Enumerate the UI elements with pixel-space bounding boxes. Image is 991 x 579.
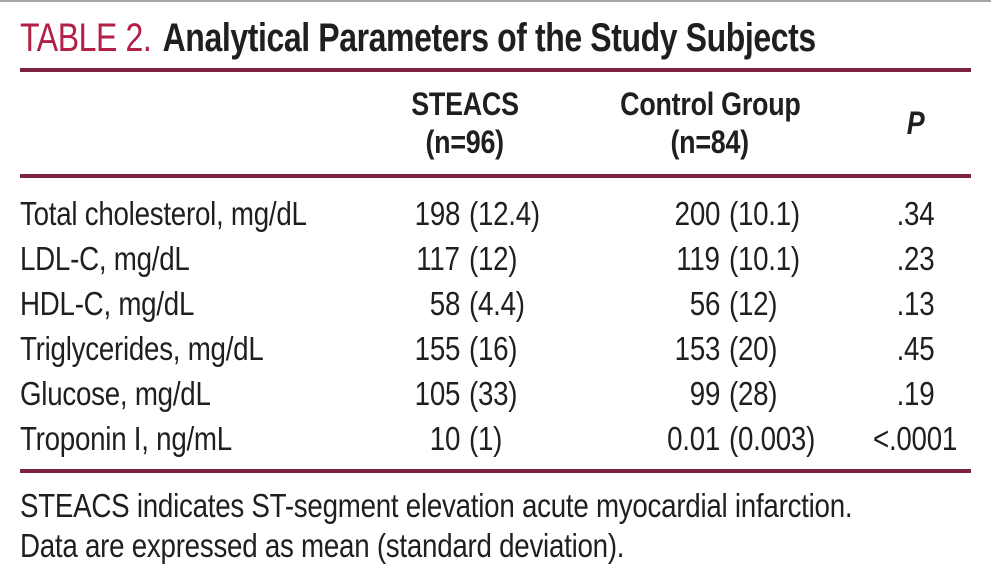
steacs-sd: (16) xyxy=(469,330,518,367)
column-header-row: STEACS (n=96) Control Group (n=84) P xyxy=(20,72,971,174)
control-value-cell: 99 (28) xyxy=(560,371,860,416)
footnote-data-format: Data are expressed as mean (standard dev… xyxy=(20,527,625,564)
steacs-sd: (4.4) xyxy=(469,285,525,322)
table-row: Troponin I, ng/mL 10 (1) 0.01 (0.003) <.… xyxy=(20,416,971,461)
control-sd: (10.1) xyxy=(729,195,800,232)
control-value-cell: 153 (20) xyxy=(560,326,860,371)
control-mean: 119 xyxy=(676,240,721,277)
table-row: LDL-C, mg/dL 117 (12) 119 (10.1) .23 xyxy=(20,236,971,281)
table-number-label: TABLE 2. xyxy=(20,16,152,60)
steacs-mean: 155 xyxy=(414,330,460,367)
control-sd: (20) xyxy=(729,330,778,367)
bottom-rule xyxy=(20,469,971,473)
row-label: Troponin I, ng/mL xyxy=(20,420,232,457)
control-value-cell: 119 (10.1) xyxy=(560,236,860,281)
col-header-empty xyxy=(20,85,370,161)
table-row: HDL-C, mg/dL 58 (4.4) 56 (12) .13 xyxy=(20,281,971,326)
row-label: Total cholesterol, mg/dL xyxy=(20,195,307,232)
control-value-cell: 200 (10.1) xyxy=(560,191,860,236)
control-mean: 56 xyxy=(689,285,721,322)
steacs-sd: (1) xyxy=(469,420,503,457)
steacs-sd: (33) xyxy=(469,375,518,412)
col-header-steacs: STEACS (n=96) xyxy=(370,85,560,161)
table-row: Total cholesterol, mg/dL 198 (12.4) 200 … xyxy=(20,191,971,236)
steacs-value-cell: 117 (12) xyxy=(370,236,560,281)
col-header-control: Control Group (n=84) xyxy=(560,85,860,161)
col-header-control-line1: Control Group xyxy=(619,86,801,122)
steacs-value-cell: 10 (1) xyxy=(370,416,560,461)
control-mean: 153 xyxy=(674,330,720,367)
row-label: Triglycerides, mg/dL xyxy=(20,330,264,367)
col-header-p: P xyxy=(906,104,925,141)
steacs-value-cell: 58 (4.4) xyxy=(370,281,560,326)
table-row: Triglycerides, mg/dL 155 (16) 153 (20) .… xyxy=(20,326,971,371)
p-value: .23 xyxy=(896,240,935,277)
p-value: .45 xyxy=(896,330,935,367)
p-value: .19 xyxy=(896,375,935,412)
steacs-mean: 117 xyxy=(416,240,461,277)
control-sd: (28) xyxy=(729,375,778,412)
steacs-value-cell: 155 (16) xyxy=(370,326,560,371)
steacs-mean: 198 xyxy=(414,195,460,232)
row-label: HDL-C, mg/dL xyxy=(20,285,195,322)
table-row: Glucose, mg/dL 105 (33) 99 (28) .19 xyxy=(20,371,971,416)
table-body: Total cholesterol, mg/dL 198 (12.4) 200 … xyxy=(20,191,971,461)
control-sd: (10.1) xyxy=(729,240,800,277)
steacs-sd: (12.4) xyxy=(469,195,540,232)
control-mean: 0.01 xyxy=(667,420,720,457)
control-value-cell: 0.01 (0.003) xyxy=(560,416,860,461)
steacs-value-cell: 105 (33) xyxy=(370,371,560,416)
row-label: Glucose, mg/dL xyxy=(20,375,211,412)
control-mean: 99 xyxy=(689,375,721,412)
steacs-value-cell: 198 (12.4) xyxy=(370,191,560,236)
col-header-steacs-line2: (n=96) xyxy=(425,124,505,160)
table-title-text: Analytical Parameters of the Study Subje… xyxy=(162,16,817,60)
control-sd: (0.003) xyxy=(729,420,816,457)
control-mean: 200 xyxy=(674,195,720,232)
p-value: <.0001 xyxy=(873,420,958,457)
table-title: TABLE 2. Analytical Parameters of the Stu… xyxy=(20,10,971,66)
row-label: LDL-C, mg/dL xyxy=(20,240,190,277)
steacs-sd: (12) xyxy=(469,240,518,277)
col-header-control-line2: (n=84) xyxy=(670,124,750,160)
p-value: .34 xyxy=(896,195,935,232)
p-value: .13 xyxy=(896,285,935,322)
control-sd: (12) xyxy=(729,285,778,322)
header-rule xyxy=(20,174,971,178)
footnote-abbreviation: STEACS indicates ST-segment elevation ac… xyxy=(20,487,853,524)
title-rule xyxy=(20,68,971,72)
col-header-steacs-line1: STEACS xyxy=(411,86,519,122)
control-value-cell: 56 (12) xyxy=(560,281,860,326)
steacs-mean: 10 xyxy=(429,420,461,457)
steacs-mean: 58 xyxy=(429,285,461,322)
footnotes: STEACS indicates ST-segment elevation ac… xyxy=(20,486,971,566)
steacs-mean: 105 xyxy=(414,375,460,412)
